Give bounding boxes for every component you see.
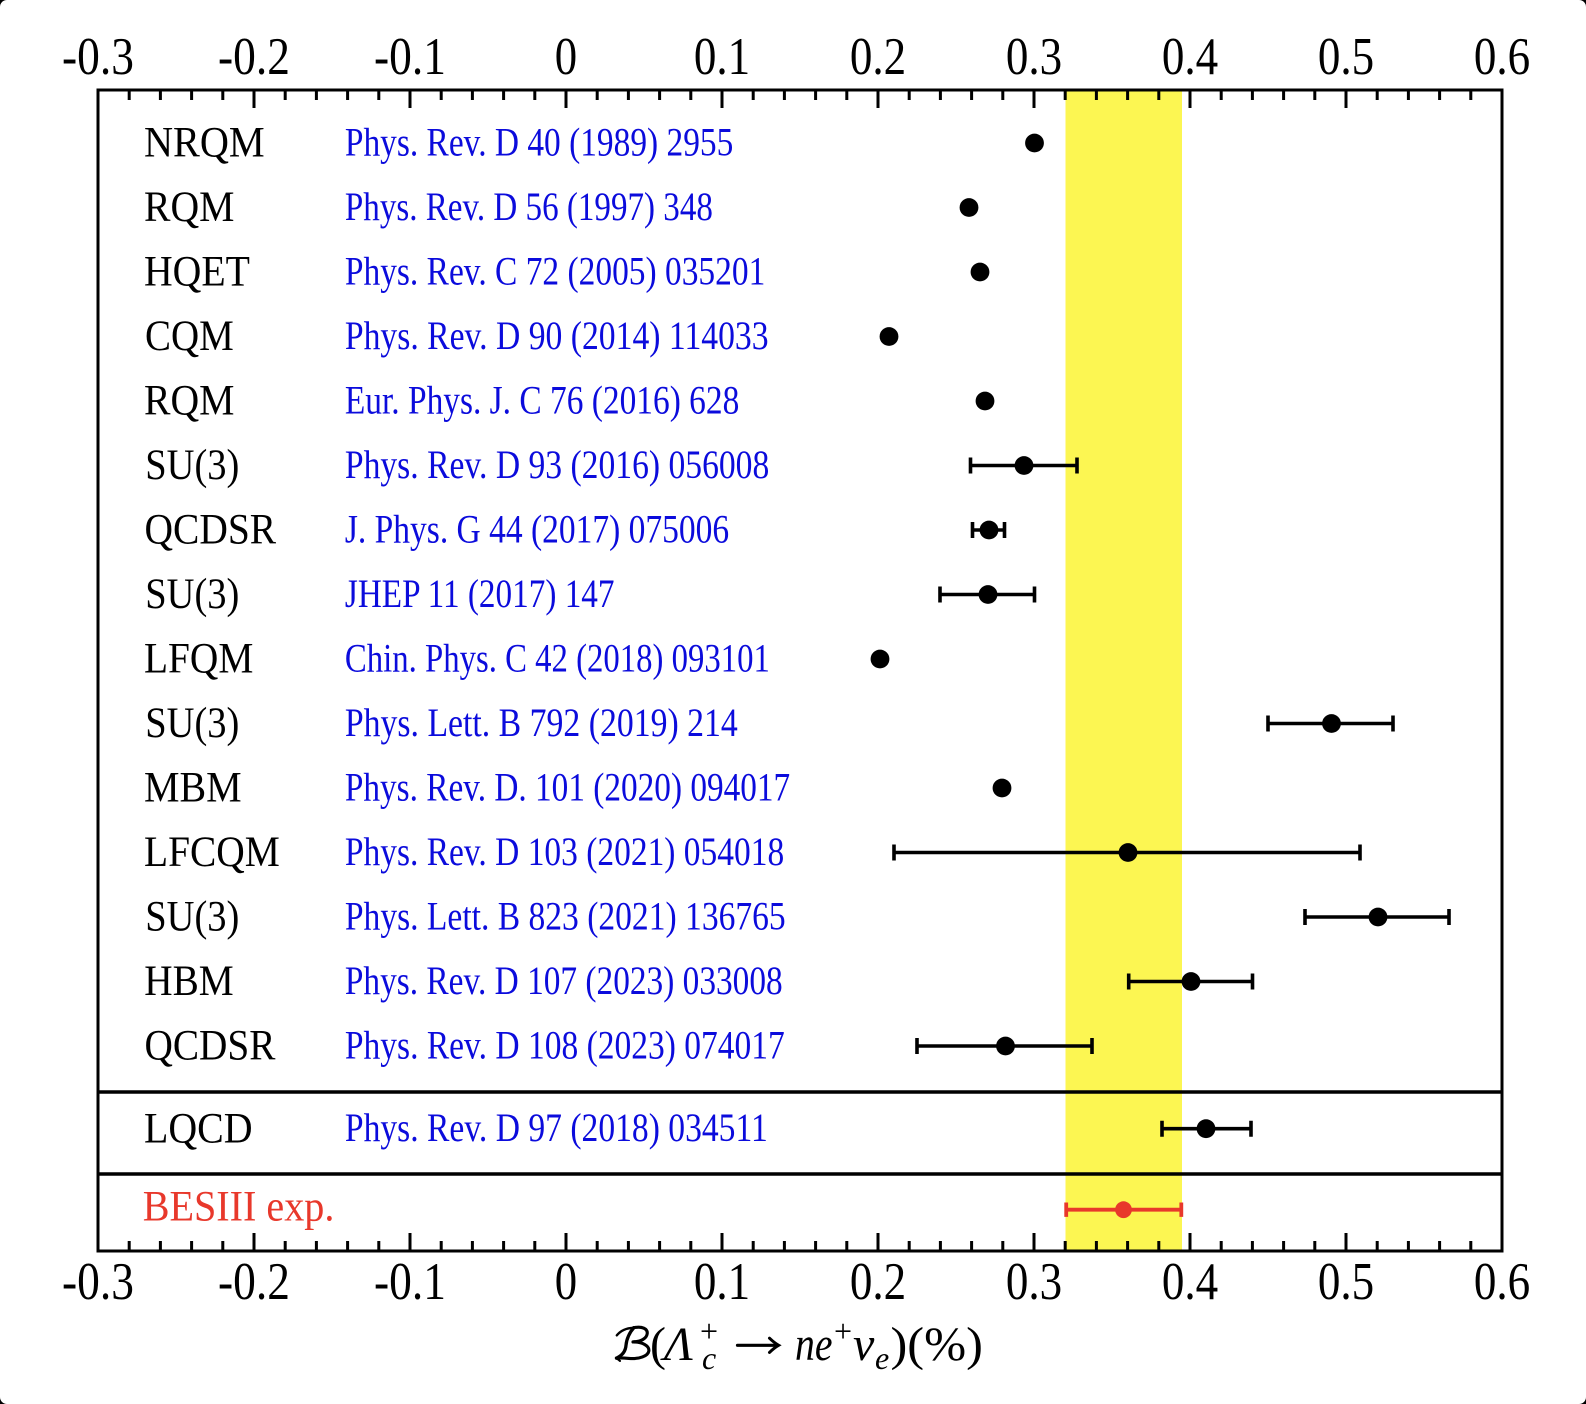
svg-text:NRQM: NRQM [144, 119, 265, 167]
svg-text:0.1: 0.1 [694, 28, 750, 86]
svg-text:ne: ne [795, 1318, 833, 1371]
svg-text:0.3: 0.3 [1006, 1253, 1062, 1311]
svg-text:c: c [702, 1340, 716, 1376]
svg-text:-0.3: -0.3 [62, 1253, 134, 1311]
svg-text:QCDSR: QCDSR [145, 1022, 276, 1070]
svg-text:HBM: HBM [144, 957, 233, 1005]
svg-text:0.3: 0.3 [1006, 28, 1062, 86]
svg-text:0.6: 0.6 [1474, 1253, 1530, 1311]
svg-text:+: + [700, 1313, 718, 1349]
svg-text:Phys. Rev. D. 101 (2020) 09401: Phys. Rev. D. 101 (2020) 094017 [345, 765, 790, 810]
svg-text:Phys. Rev. D 97 (2018) 034511: Phys. Rev. D 97 (2018) 034511 [345, 1105, 768, 1150]
svg-text:QCDSR: QCDSR [145, 506, 277, 554]
svg-text:Phys. Rev. D 56 (1997) 348: Phys. Rev. D 56 (1997) 348 [345, 184, 713, 229]
svg-text:Phys. Rev. D 93 (2016) 056008: Phys. Rev. D 93 (2016) 056008 [345, 442, 769, 487]
svg-text:0.2: 0.2 [850, 1253, 906, 1311]
svg-text:MBM: MBM [144, 764, 242, 812]
svg-text:0.5: 0.5 [1318, 1253, 1374, 1311]
svg-text:LFQM: LFQM [144, 635, 253, 683]
svg-text:J. Phys. G 44 (2017) 075006: J. Phys. G 44 (2017) 075006 [345, 507, 729, 552]
svg-text:Phys. Rev. D 40 (1989) 2955: Phys. Rev. D 40 (1989) 2955 [345, 120, 733, 165]
svg-text:Λ: Λ [660, 1318, 693, 1371]
svg-text:)(%): )(%) [891, 1318, 983, 1371]
svg-text:0.2: 0.2 [850, 28, 906, 86]
svg-text:-0.3: -0.3 [62, 28, 134, 86]
svg-text:JHEP 11 (2017) 147: JHEP 11 (2017) 147 [345, 571, 615, 616]
svg-text:Phys. Rev. D 103 (2021) 054018: Phys. Rev. D 103 (2021) 054018 [345, 829, 784, 874]
svg-text:Phys. Rev. D 107 (2023) 033008: Phys. Rev. D 107 (2023) 033008 [345, 958, 783, 1003]
svg-text:LFCQM: LFCQM [144, 828, 280, 876]
svg-text:e: e [875, 1340, 889, 1376]
svg-text:RQM: RQM [144, 183, 234, 231]
svg-text:0.4: 0.4 [1162, 1253, 1218, 1311]
svg-text:0.5: 0.5 [1318, 28, 1374, 86]
svg-text:Chin. Phys. C 42 (2018) 093101: Chin. Phys. C 42 (2018) 093101 [345, 636, 770, 681]
svg-text:ν: ν [853, 1318, 875, 1371]
svg-text:0: 0 [555, 28, 577, 86]
svg-text:0.6: 0.6 [1474, 28, 1530, 86]
svg-text:RQM: RQM [144, 377, 234, 425]
svg-text:Phys. Rev. C 72 (2005) 035201: Phys. Rev. C 72 (2005) 035201 [345, 249, 765, 294]
svg-text:0.4: 0.4 [1162, 28, 1218, 86]
svg-text:-0.2: -0.2 [218, 28, 290, 86]
svg-text:Phys. Rev. D 90 (2014) 114033: Phys. Rev. D 90 (2014) 114033 [345, 313, 769, 358]
svg-text:HQET: HQET [144, 248, 250, 296]
svg-text:SU(3): SU(3) [145, 570, 239, 618]
svg-text:-0.2: -0.2 [218, 1253, 290, 1311]
svg-text:(: ( [650, 1318, 666, 1371]
svg-text:SU(3): SU(3) [145, 893, 239, 941]
svg-text:BESIII exp.: BESIII exp. [143, 1183, 335, 1231]
svg-text:Phys. Rev. D 108 (2023) 074017: Phys. Rev. D 108 (2023) 074017 [345, 1023, 785, 1068]
svg-text:0: 0 [555, 1253, 577, 1311]
svg-text:-0.1: -0.1 [374, 28, 446, 86]
svg-text:CQM: CQM [145, 312, 234, 360]
svg-text:LQCD: LQCD [144, 1104, 253, 1152]
svg-text:+: + [834, 1313, 852, 1349]
svg-text:0.1: 0.1 [694, 1253, 750, 1311]
svg-text:SU(3): SU(3) [145, 699, 239, 747]
svg-text:Phys. Lett. B 792 (2019) 214: Phys. Lett. B 792 (2019) 214 [345, 700, 738, 745]
svg-text:-0.1: -0.1 [374, 1253, 446, 1311]
svg-text:SU(3): SU(3) [145, 441, 239, 489]
svg-text:Eur. Phys. J. C 76 (2016) 628: Eur. Phys. J. C 76 (2016) 628 [345, 378, 739, 423]
svg-text:Phys. Lett. B 823 (2021) 13676: Phys. Lett. B 823 (2021) 136765 [345, 894, 786, 939]
